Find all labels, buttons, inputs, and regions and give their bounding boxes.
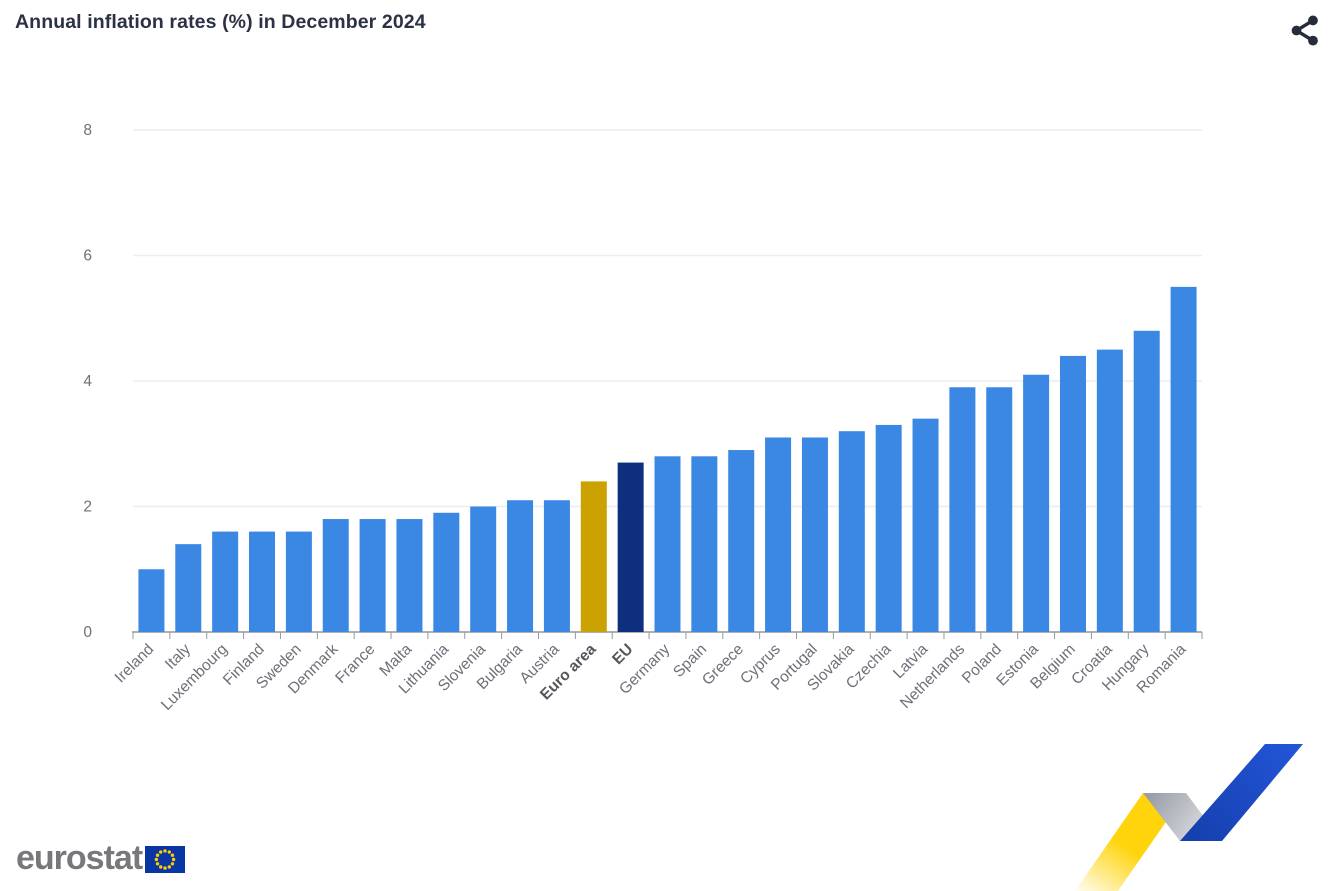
x-label-eu: EU xyxy=(609,641,636,668)
eu-flag-icon xyxy=(145,845,186,873)
share-icon-dots xyxy=(1291,15,1318,46)
bar-croatia[interactable] xyxy=(1096,349,1123,632)
page-title: Annual inflation rates (%) in December 2… xyxy=(15,11,426,33)
bar-lithuania[interactable] xyxy=(433,512,460,632)
ribbon-yellow-stripe xyxy=(1075,793,1186,891)
bar-hungary[interactable] xyxy=(1133,330,1160,632)
x-label-greece: Greece xyxy=(699,641,747,689)
bar-ireland[interactable] xyxy=(138,569,165,632)
bar-bulgaria[interactable] xyxy=(507,500,534,632)
y-axis-label-6: 6 xyxy=(83,248,92,265)
bar-italy[interactable] xyxy=(175,544,202,632)
eu-flag-star xyxy=(163,865,167,870)
bar-eu[interactable] xyxy=(617,462,644,632)
bar-euro-area[interactable] xyxy=(580,481,607,632)
bar-belgium[interactable] xyxy=(1059,355,1086,632)
eu-flag-star xyxy=(170,853,175,857)
bar-greece[interactable] xyxy=(728,450,755,632)
bar-spain[interactable] xyxy=(691,456,718,632)
bar-poland[interactable] xyxy=(986,387,1013,632)
eu-flag-star xyxy=(167,849,172,854)
bar-austria[interactable] xyxy=(543,500,570,632)
eu-flag-star xyxy=(159,849,163,854)
eurostat-logo[interactable]: eurostat xyxy=(16,839,186,877)
x-label-italy: Italy xyxy=(162,641,194,673)
y-axis-label-8: 8 xyxy=(83,122,92,139)
y-axis-label-0: 0 xyxy=(83,624,92,641)
bar-malta[interactable] xyxy=(396,519,423,632)
y-axis-label-2: 2 xyxy=(83,499,92,516)
bar-luxembourg[interactable] xyxy=(212,531,239,632)
eu-flag-star xyxy=(155,853,160,857)
bar-portugal[interactable] xyxy=(801,437,828,632)
eu-flag-star xyxy=(159,864,163,869)
x-label-ireland: Ireland xyxy=(112,641,158,687)
bar-estonia[interactable] xyxy=(1023,374,1050,632)
bar-germany[interactable] xyxy=(654,456,681,632)
eu-flag-star xyxy=(170,861,175,865)
bar-czechia[interactable] xyxy=(875,424,902,632)
eu-flag-star xyxy=(163,848,167,853)
bar-slovenia[interactable] xyxy=(470,506,497,633)
bar-slovakia[interactable] xyxy=(838,431,865,632)
y-axis-label-4: 4 xyxy=(83,373,92,390)
bar-netherlands[interactable] xyxy=(949,387,976,632)
x-label-france: France xyxy=(332,641,378,687)
share-icon[interactable] xyxy=(1288,13,1322,47)
eu-flag-star xyxy=(155,861,160,865)
eu-flag-star xyxy=(154,857,159,861)
eu-flag-star xyxy=(167,864,172,869)
bar-denmark[interactable] xyxy=(322,519,349,632)
eurostat-ribbon-decoration xyxy=(1075,744,1303,891)
bar-sweden[interactable] xyxy=(285,531,312,632)
bar-romania[interactable] xyxy=(1170,286,1197,632)
bar-finland[interactable] xyxy=(249,531,276,632)
eurostat-logo-text: eurostat xyxy=(16,839,143,877)
bar-latvia[interactable] xyxy=(912,418,939,632)
ribbon-blue-stripe xyxy=(1180,744,1303,841)
bar-france[interactable] xyxy=(359,519,386,632)
bar-cyprus[interactable] xyxy=(765,437,792,632)
eu-flag-star xyxy=(172,857,176,861)
